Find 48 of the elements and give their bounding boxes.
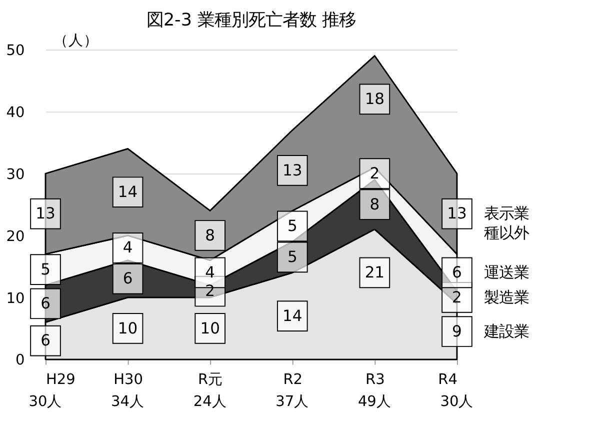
data-label: 4 bbox=[205, 264, 216, 282]
x-tick-label: R3 bbox=[365, 372, 385, 388]
data-label: 6 bbox=[452, 264, 462, 282]
data-label: 6 bbox=[40, 332, 50, 350]
data-label: 6 bbox=[40, 294, 50, 312]
text: 24人 bbox=[193, 394, 227, 410]
data-label: 13 bbox=[282, 161, 302, 180]
y-tick-label: 20 bbox=[6, 228, 25, 245]
data-label: 10 bbox=[200, 319, 220, 338]
data-label: 14 bbox=[282, 306, 302, 325]
data-label: 18 bbox=[364, 90, 385, 108]
data-label: 6 bbox=[122, 270, 133, 288]
text: 37人 bbox=[276, 394, 310, 410]
legend-label: 建設業 bbox=[483, 322, 530, 340]
data-label: 10 bbox=[118, 319, 138, 338]
y-tick-label: 0 bbox=[15, 352, 25, 369]
legend-label: 運送業 bbox=[484, 264, 530, 282]
x-tick-label: H29 bbox=[46, 372, 76, 388]
data-label: 9 bbox=[452, 322, 462, 340]
data-label: 5 bbox=[287, 248, 298, 266]
data-label: 2 bbox=[205, 282, 216, 300]
data-label: 21 bbox=[364, 264, 385, 282]
y-tick-label: 10 bbox=[6, 290, 25, 307]
legend-label: 表示業種以外 bbox=[484, 204, 530, 242]
data-label: 8 bbox=[370, 195, 380, 214]
y-tick-label: 50 bbox=[6, 42, 25, 59]
data-label: 2 bbox=[452, 288, 462, 306]
y-tick-label: 30 bbox=[6, 166, 25, 183]
y-axis-title: （人） bbox=[54, 33, 99, 50]
data-label: 2 bbox=[370, 164, 380, 182]
data-label: 13 bbox=[447, 204, 467, 223]
data-label: 13 bbox=[36, 204, 56, 223]
text: 30人 bbox=[28, 394, 62, 410]
data-label: 14 bbox=[118, 182, 138, 201]
x-tick-label: R元 bbox=[198, 372, 224, 388]
text: 30人 bbox=[440, 394, 474, 410]
x-tick-label: H30 bbox=[114, 372, 143, 388]
text: 34人 bbox=[111, 394, 145, 410]
legend-label: 製造業 bbox=[484, 288, 530, 306]
text: 49人 bbox=[358, 394, 392, 410]
x-tick-label: R4 bbox=[438, 372, 458, 388]
y-tick-label: 40 bbox=[6, 104, 25, 121]
data-label: 5 bbox=[287, 217, 298, 236]
data-label: 4 bbox=[122, 238, 133, 257]
data-label: 5 bbox=[40, 260, 50, 278]
x-tick-label: R2 bbox=[283, 372, 303, 388]
data-label: 8 bbox=[205, 226, 216, 244]
chart-title: 図2-3 業種別死亡者数 推移 bbox=[146, 10, 356, 30]
